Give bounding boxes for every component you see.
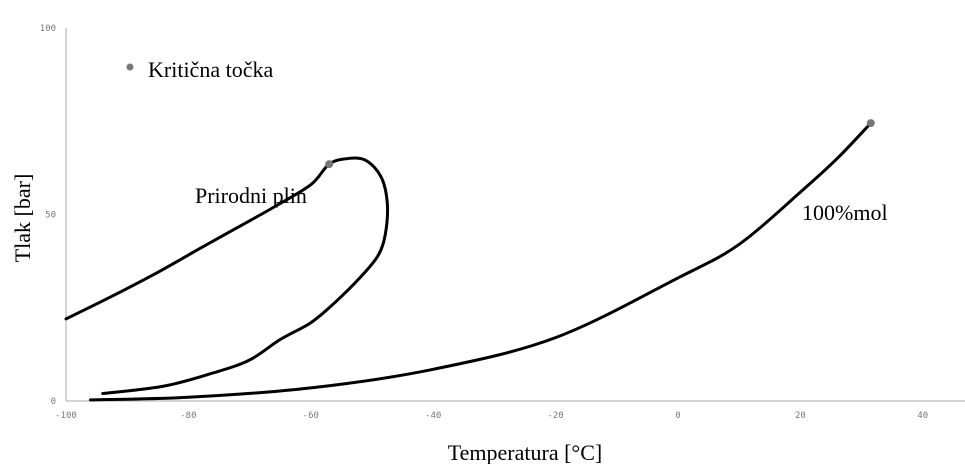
- y-tick-label: 100: [40, 24, 56, 34]
- y-tick-label: 50: [45, 211, 56, 221]
- legend-marker: [126, 63, 134, 71]
- x-axis-title: Temperatura [°C]: [448, 440, 602, 464]
- x-tick-label: -20: [547, 411, 563, 421]
- annotation-100-mol: 100%mol: [802, 200, 888, 225]
- series-line-natural-gas: [64, 156, 390, 395]
- critical-point-100-mol: [866, 119, 875, 128]
- y-axis-title: Tlak [bar]: [10, 174, 35, 263]
- x-tick-label: -100: [55, 411, 77, 421]
- x-tick-label: -80: [180, 411, 196, 421]
- series-layer: [64, 121, 873, 402]
- x-tick-label: -40: [425, 411, 441, 421]
- y-tick-label: 0: [51, 397, 56, 407]
- critical-point-markers: [325, 119, 875, 169]
- x-tick-label: 20: [795, 411, 806, 421]
- critical-point-natural-gas: [325, 160, 334, 169]
- x-tick-label: 40: [917, 411, 928, 421]
- series-line-100-mol: [89, 121, 873, 402]
- annotation-natural-gas: Prirodni plin: [195, 183, 307, 208]
- x-tick-labels: -100 -80 -60 -40 -20 0 20 40: [55, 411, 928, 421]
- axes: [65, 28, 965, 402]
- x-tick-label: -60: [303, 411, 319, 421]
- legend: Kritična točka: [126, 57, 273, 82]
- legend-label: Kritična točka: [148, 57, 273, 82]
- annotations: Prirodni plin 100%mol: [195, 183, 888, 225]
- x-tick-label: 0: [675, 411, 680, 421]
- y-tick-labels: 0 50 100: [40, 24, 56, 407]
